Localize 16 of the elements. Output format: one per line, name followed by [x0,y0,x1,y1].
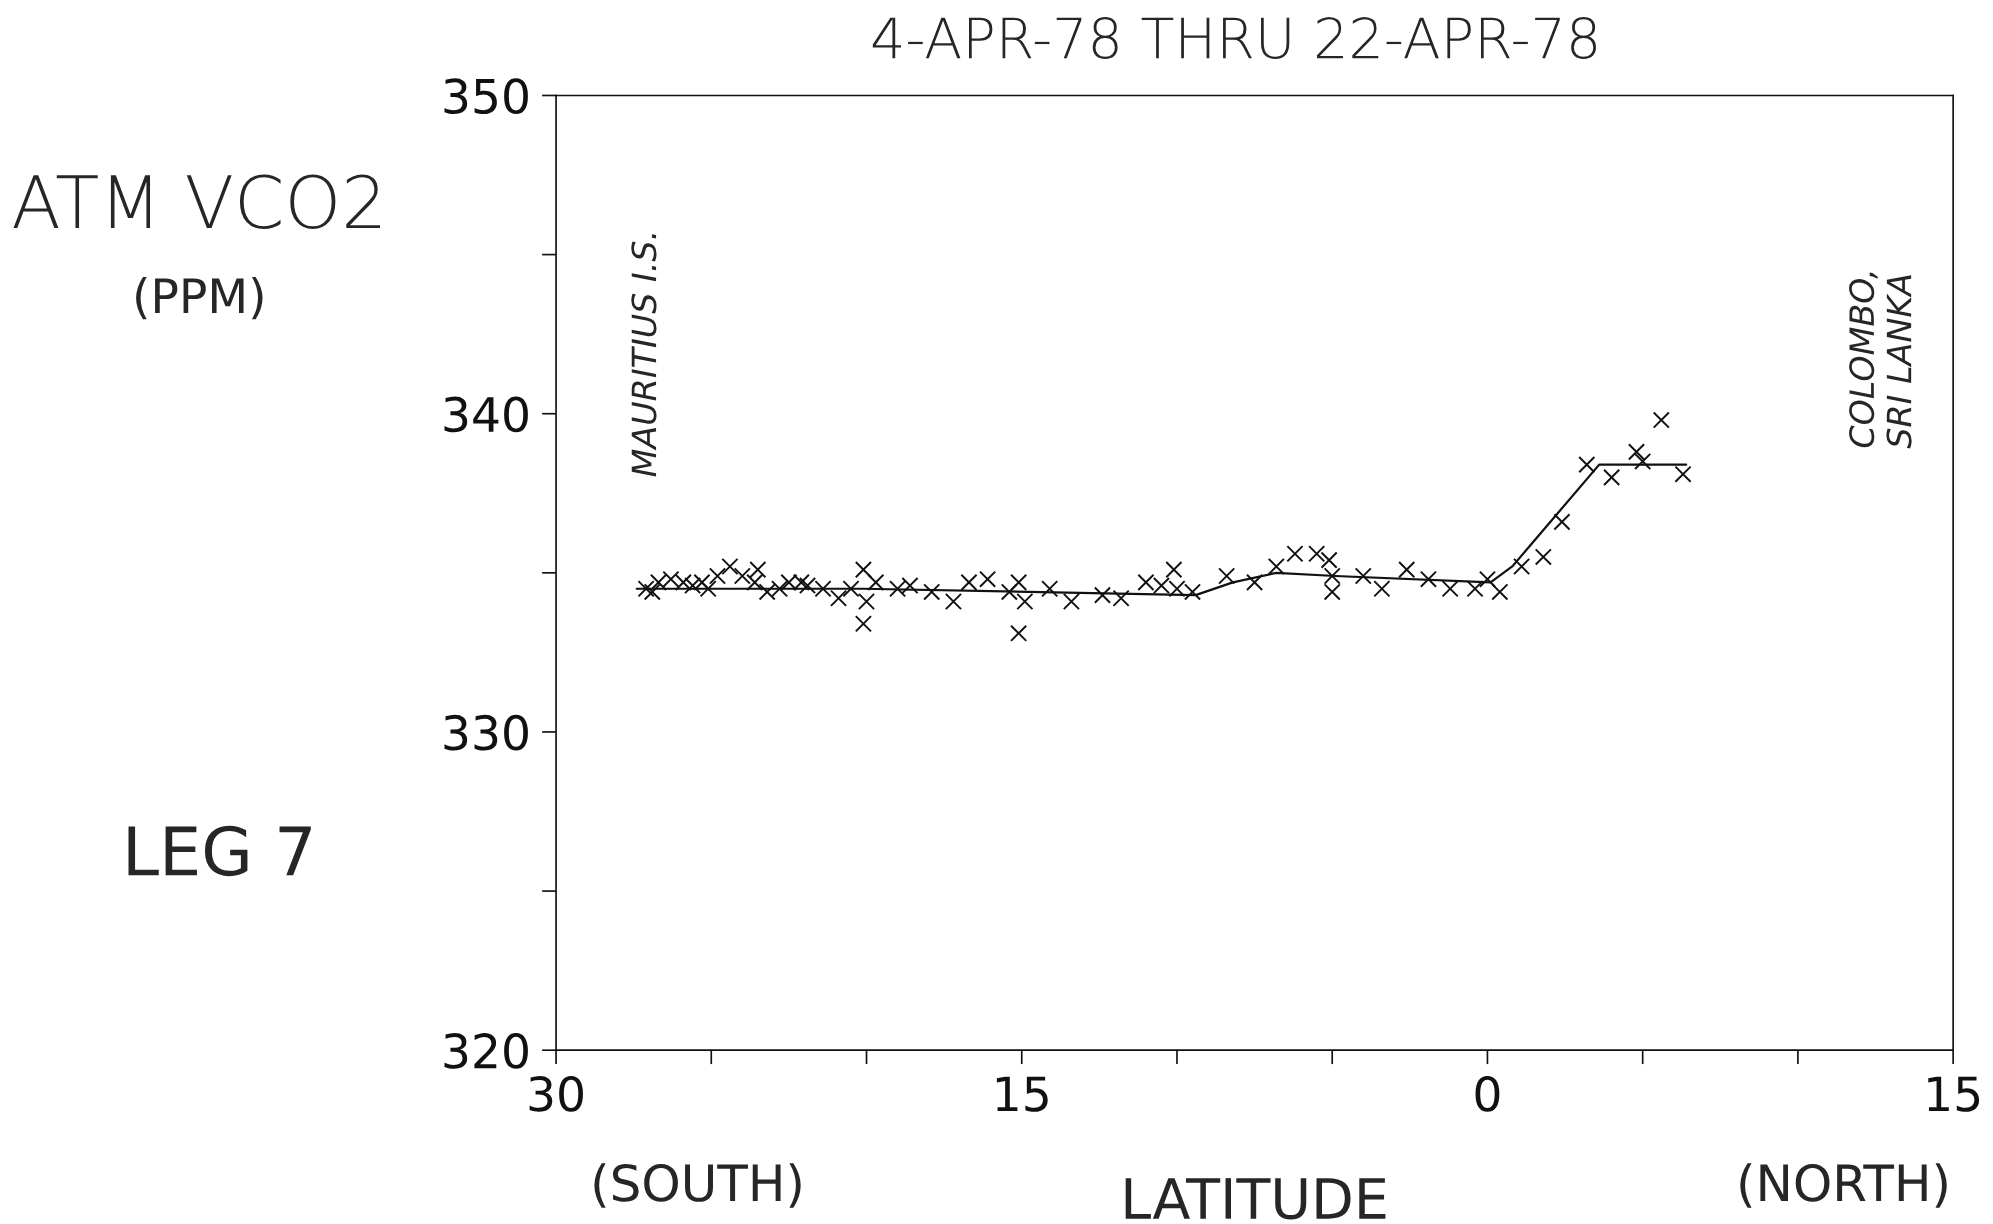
y-tick-label: 320 [444,1033,528,1069]
x-tick-label: 15 [996,1076,1048,1112]
text: (SOUTH) [594,1163,801,1208]
text: (NORTH) [1740,1163,1947,1208]
y-tick-label: 350 [444,78,528,115]
text: LEG 7 [128,825,311,877]
y-axis-title: ATM VCO2 (PPM) [13,174,380,320]
x-tick-label: 0 [1475,1076,1500,1112]
y-tick-label: 340 [444,396,528,433]
annotation: COLOMBO, SRI LANKA [1849,272,1912,449]
x-axis-title: LATITUDE [1125,1178,1386,1220]
y-tick-label: 330 [444,714,528,751]
x-tick-label: 15 [1928,1076,1980,1112]
annotation: MAURITIUS I.S. [631,234,657,477]
x-tick-label: 30 [529,1076,583,1112]
chart-title: 4-APR-78 THRU 22-APR-78 [872,16,1596,59]
